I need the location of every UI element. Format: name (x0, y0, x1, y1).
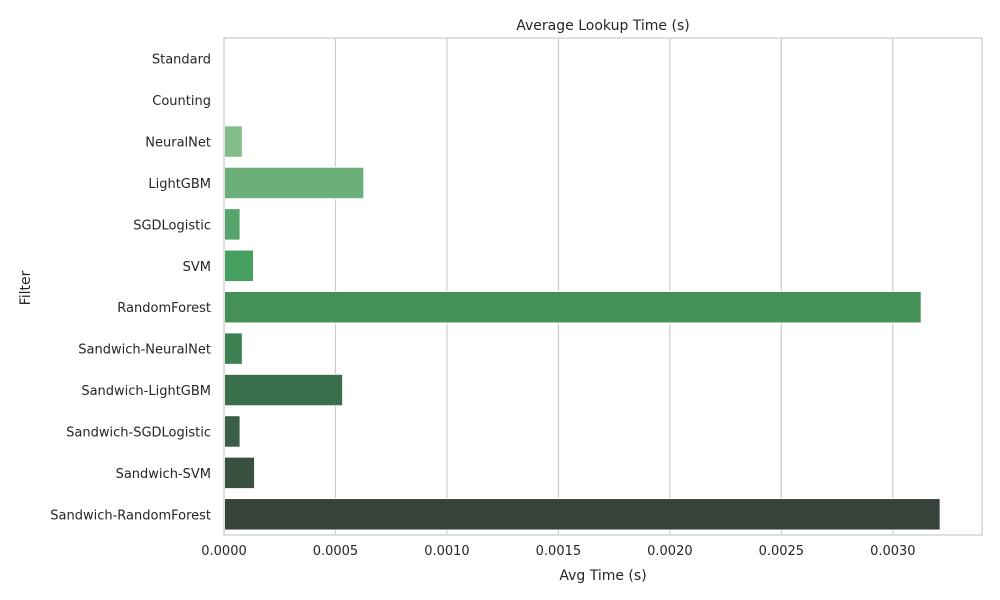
bar-sgdlogistic (224, 208, 241, 241)
x-tick-labels: 0.0000 0.0005 0.0010 0.0015 0.0020 0.0025 0.00… (201, 544, 915, 559)
bar-sandwich-randomforest (224, 498, 941, 531)
y-tick-label: Standard (152, 53, 211, 68)
y-tick-label: Sandwich-RandomForest (50, 508, 211, 523)
y-tick-label: Sandwich-SVM (116, 467, 211, 482)
bar-lightgbm (224, 166, 365, 200)
x-tick-label: 0.0020 (647, 544, 693, 559)
y-tick-label: LightGBM (148, 177, 211, 192)
bar-svm (224, 249, 254, 283)
y-axis-title: Filter (18, 270, 34, 305)
bars (224, 42, 941, 531)
y-tick-label: SGDLogistic (133, 218, 211, 233)
bar-randomforest (224, 290, 922, 324)
x-axis-title: Avg Time (s) (559, 568, 646, 584)
x-tick-label: 0.0010 (424, 544, 470, 559)
y-tick-labels: Standard Counting NeuralNet LightGBM SGDLogi… (50, 53, 211, 524)
plot-frame (223, 37, 983, 536)
x-tick-label: 0.0030 (870, 544, 916, 559)
x-tick-label: 0.0005 (313, 544, 359, 559)
y-tick-label: Sandwich-SGDLogistic (66, 425, 211, 440)
bar-neuralnet (224, 125, 243, 158)
x-tick-label: 0.0015 (536, 544, 582, 559)
y-tick-label: NeuralNet (145, 136, 211, 151)
bar-sandwich-lightgbm (224, 373, 344, 407)
y-tick-label: Counting (152, 94, 211, 109)
bar-sandwich-svm (224, 456, 256, 490)
bar-sandwich-neuralnet (224, 332, 243, 365)
x-tick-label: 0.0025 (759, 544, 805, 559)
y-tick-label: RandomForest (117, 301, 211, 316)
y-tick-label: SVM (183, 260, 211, 275)
y-tick-label: Sandwich-NeuralNet (78, 343, 211, 358)
bar-sandwich-sgdlogistic (224, 415, 241, 448)
y-tick-label: Sandwich-LightGBM (81, 384, 211, 399)
chart-title: Average Lookup Time (s) (516, 18, 689, 34)
x-tick-label: 0.0000 (201, 544, 247, 559)
grid-lines (223, 38, 894, 535)
